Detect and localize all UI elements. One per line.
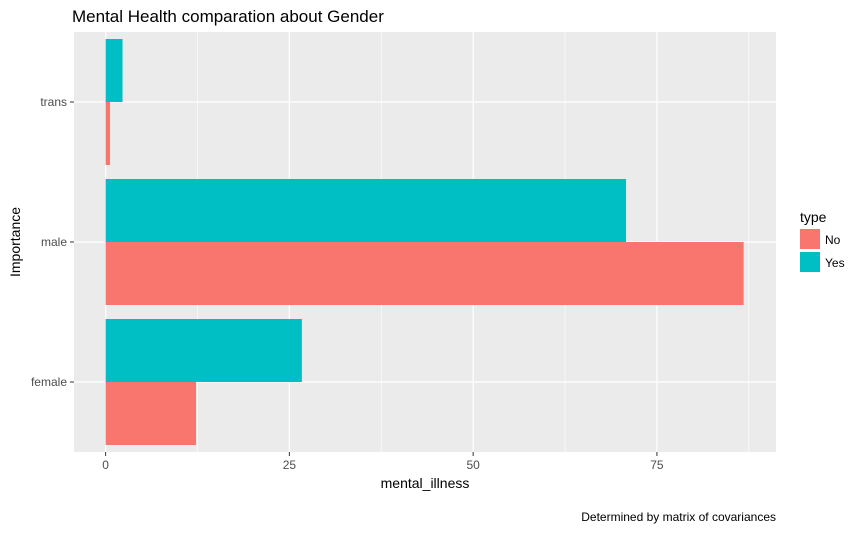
legend: type No Yes [800, 209, 845, 272]
y-tick-label: male [41, 235, 67, 249]
bar-no-female [105, 382, 197, 445]
x-axis: 0 25 50 75 [102, 452, 664, 472]
x-tick-label: 75 [650, 458, 664, 472]
bar-no-trans [105, 102, 111, 165]
x-tick-label: 25 [283, 458, 297, 472]
y-axis-title: Importance [7, 207, 23, 277]
x-tick-label: 50 [466, 458, 480, 472]
y-tick-label: female [31, 375, 67, 389]
chart-title: Mental Health comparation about Gender [72, 7, 384, 26]
legend-title: type [800, 209, 827, 225]
legend-key-no [800, 229, 820, 249]
legend-key-yes [800, 252, 820, 272]
bar-yes-female [105, 319, 302, 382]
legend-label-no: No [825, 233, 841, 247]
y-tick-label: trans [40, 95, 67, 109]
chart-caption: Determined by matrix of covariances [581, 510, 776, 524]
x-axis-title: mental_illness [381, 475, 470, 491]
bars [105, 39, 744, 445]
y-axis: female male trans [31, 95, 74, 389]
x-tick-label: 0 [102, 458, 109, 472]
bar-yes-trans [105, 39, 123, 102]
bar-yes-male [105, 179, 627, 242]
bar-no-male [105, 242, 744, 305]
legend-label-yes: Yes [825, 256, 845, 270]
